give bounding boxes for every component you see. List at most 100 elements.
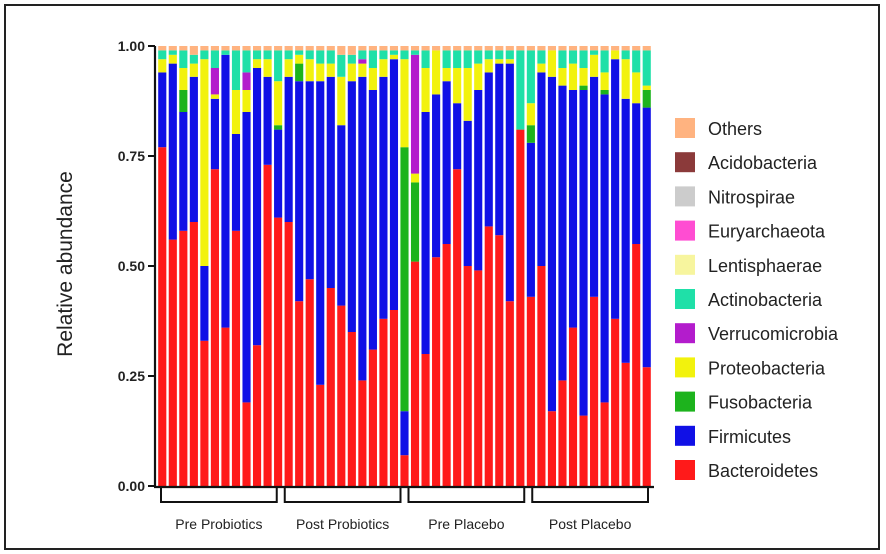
- bar-2-bacteroidetes: [168, 239, 177, 486]
- bar-15-actinobacteria: [305, 50, 314, 60]
- bar-33-firmicutes: [495, 63, 504, 236]
- bar-41-firmicutes: [579, 90, 588, 416]
- bar-21-actinobacteria: [368, 50, 377, 68]
- bar-15-others: [305, 46, 314, 51]
- bar-40-others: [568, 46, 578, 51]
- bar-42-proteobacteria: [590, 54, 599, 77]
- bar-11-others: [263, 46, 272, 51]
- bar-11-proteobacteria: [263, 59, 272, 77]
- bar-23-proteobacteria: [389, 54, 399, 60]
- bar-20-others: [358, 46, 367, 51]
- bar-8-others: [231, 46, 241, 51]
- bar-7-bacteroidetes: [221, 327, 230, 486]
- bar-34-actinobacteria: [505, 50, 514, 60]
- legend-swatch-firmicutes: [675, 425, 695, 446]
- bar-21-proteobacteria: [368, 68, 377, 90]
- bar-37-others: [537, 46, 546, 51]
- bar-6-others: [210, 46, 219, 51]
- bar-18-firmicutes: [337, 125, 346, 306]
- bar-8-proteobacteria: [231, 90, 241, 134]
- bar-42-bacteroidetes: [590, 296, 599, 486]
- bar-20-actinobacteria: [358, 50, 367, 60]
- bar-41-actinobacteria: [579, 50, 588, 68]
- bar-31-firmicutes: [474, 90, 483, 271]
- bar-45-bacteroidetes: [621, 362, 630, 486]
- legend-label-verrucomicrobia: Verrucomicrobia: [708, 324, 839, 344]
- bar-10-firmicutes: [252, 68, 262, 346]
- bar-6-bacteroidetes: [210, 169, 219, 486]
- bar-36-proteobacteria: [526, 103, 535, 126]
- bar-41-others: [579, 46, 588, 51]
- bar-14-others: [295, 46, 304, 51]
- bar-18-bacteroidetes: [337, 305, 346, 486]
- bar-33-actinobacteria: [495, 50, 504, 60]
- bar-37-proteobacteria: [537, 63, 546, 73]
- bar-7-firmicutes: [221, 54, 230, 328]
- bar-39-others: [558, 46, 567, 51]
- bar-32-proteobacteria: [484, 59, 493, 73]
- bar-5-firmicutes: [200, 266, 209, 341]
- bar-22-proteobacteria: [379, 59, 388, 77]
- bar-3-proteobacteria: [179, 68, 188, 90]
- bar-43-fusobacteria: [600, 90, 609, 95]
- bar-15-firmicutes: [305, 81, 314, 280]
- bar-26-bacteroidetes: [421, 354, 430, 486]
- group-bracket-pre-probiotics: [160, 488, 278, 503]
- bar-41-fusobacteria: [579, 85, 588, 90]
- legend-swatch-verrucomicrobia: [675, 323, 695, 344]
- bar-9-verrucomicrobia: [242, 72, 251, 90]
- bar-33-bacteroidetes: [495, 235, 504, 486]
- bar-44-proteobacteria: [611, 50, 620, 60]
- bar-14-firmicutes: [295, 81, 304, 302]
- bar-5-bacteroidetes: [200, 340, 209, 486]
- bar-47-bacteroidetes: [642, 367, 651, 486]
- y-tick-label: 0.75: [118, 148, 145, 164]
- bar-3-bacteroidetes: [179, 230, 188, 486]
- bar-14-bacteroidetes: [295, 301, 304, 486]
- bar-18-others: [337, 46, 346, 55]
- bar-6-verrucomicrobia: [210, 68, 219, 95]
- bar-5-actinobacteria: [200, 50, 209, 60]
- bar-28-others: [442, 46, 451, 51]
- bar-29-bacteroidetes: [453, 169, 462, 486]
- bar-19-proteobacteria: [347, 63, 356, 82]
- bar-39-bacteroidetes: [558, 380, 567, 486]
- bar-9-others: [242, 46, 251, 51]
- bar-37-bacteroidetes: [537, 266, 546, 486]
- bar-2-firmicutes: [168, 63, 177, 240]
- bar-11-bacteroidetes: [263, 164, 272, 487]
- bar-24-firmicutes: [400, 411, 409, 456]
- bar-41-bacteroidetes: [579, 415, 588, 486]
- bar-21-firmicutes: [368, 90, 377, 350]
- bar-32-firmicutes: [484, 72, 493, 227]
- bar-12-firmicutes: [274, 129, 283, 218]
- y-tick-label: 0.50: [118, 258, 145, 274]
- bar-29-others: [453, 46, 462, 51]
- bar-16-bacteroidetes: [316, 384, 325, 486]
- bar-6-firmicutes: [210, 98, 219, 170]
- bar-19-bacteroidetes: [347, 332, 356, 486]
- bar-9-firmicutes: [242, 112, 251, 403]
- bar-35-bacteroidetes: [516, 129, 525, 486]
- bar-30-proteobacteria: [463, 68, 472, 121]
- bar-30-bacteroidetes: [463, 266, 472, 486]
- bar-27-others: [432, 46, 441, 51]
- bar-4-proteobacteria: [189, 63, 198, 77]
- bar-22-firmicutes: [379, 76, 388, 319]
- bar-12-actinobacteria: [274, 50, 283, 82]
- bar-33-others: [495, 46, 504, 51]
- group-label-post-placebo: Post Placebo: [549, 516, 632, 532]
- bar-43-bacteroidetes: [600, 402, 609, 486]
- bar-26-others: [421, 46, 430, 51]
- bar-34-firmicutes: [505, 63, 514, 302]
- bar-28-actinobacteria: [442, 50, 451, 68]
- bar-19-others: [347, 46, 356, 55]
- bar-42-others: [590, 46, 599, 51]
- bar-40-firmicutes: [568, 90, 578, 328]
- bar-36-others: [526, 46, 535, 51]
- legend-label-actinobacteria: Actinobacteria: [708, 290, 823, 310]
- bar-5-proteobacteria: [200, 59, 209, 267]
- bar-40-proteobacteria: [568, 63, 578, 90]
- bar-16-firmicutes: [316, 81, 325, 385]
- bar-18-actinobacteria: [337, 54, 346, 77]
